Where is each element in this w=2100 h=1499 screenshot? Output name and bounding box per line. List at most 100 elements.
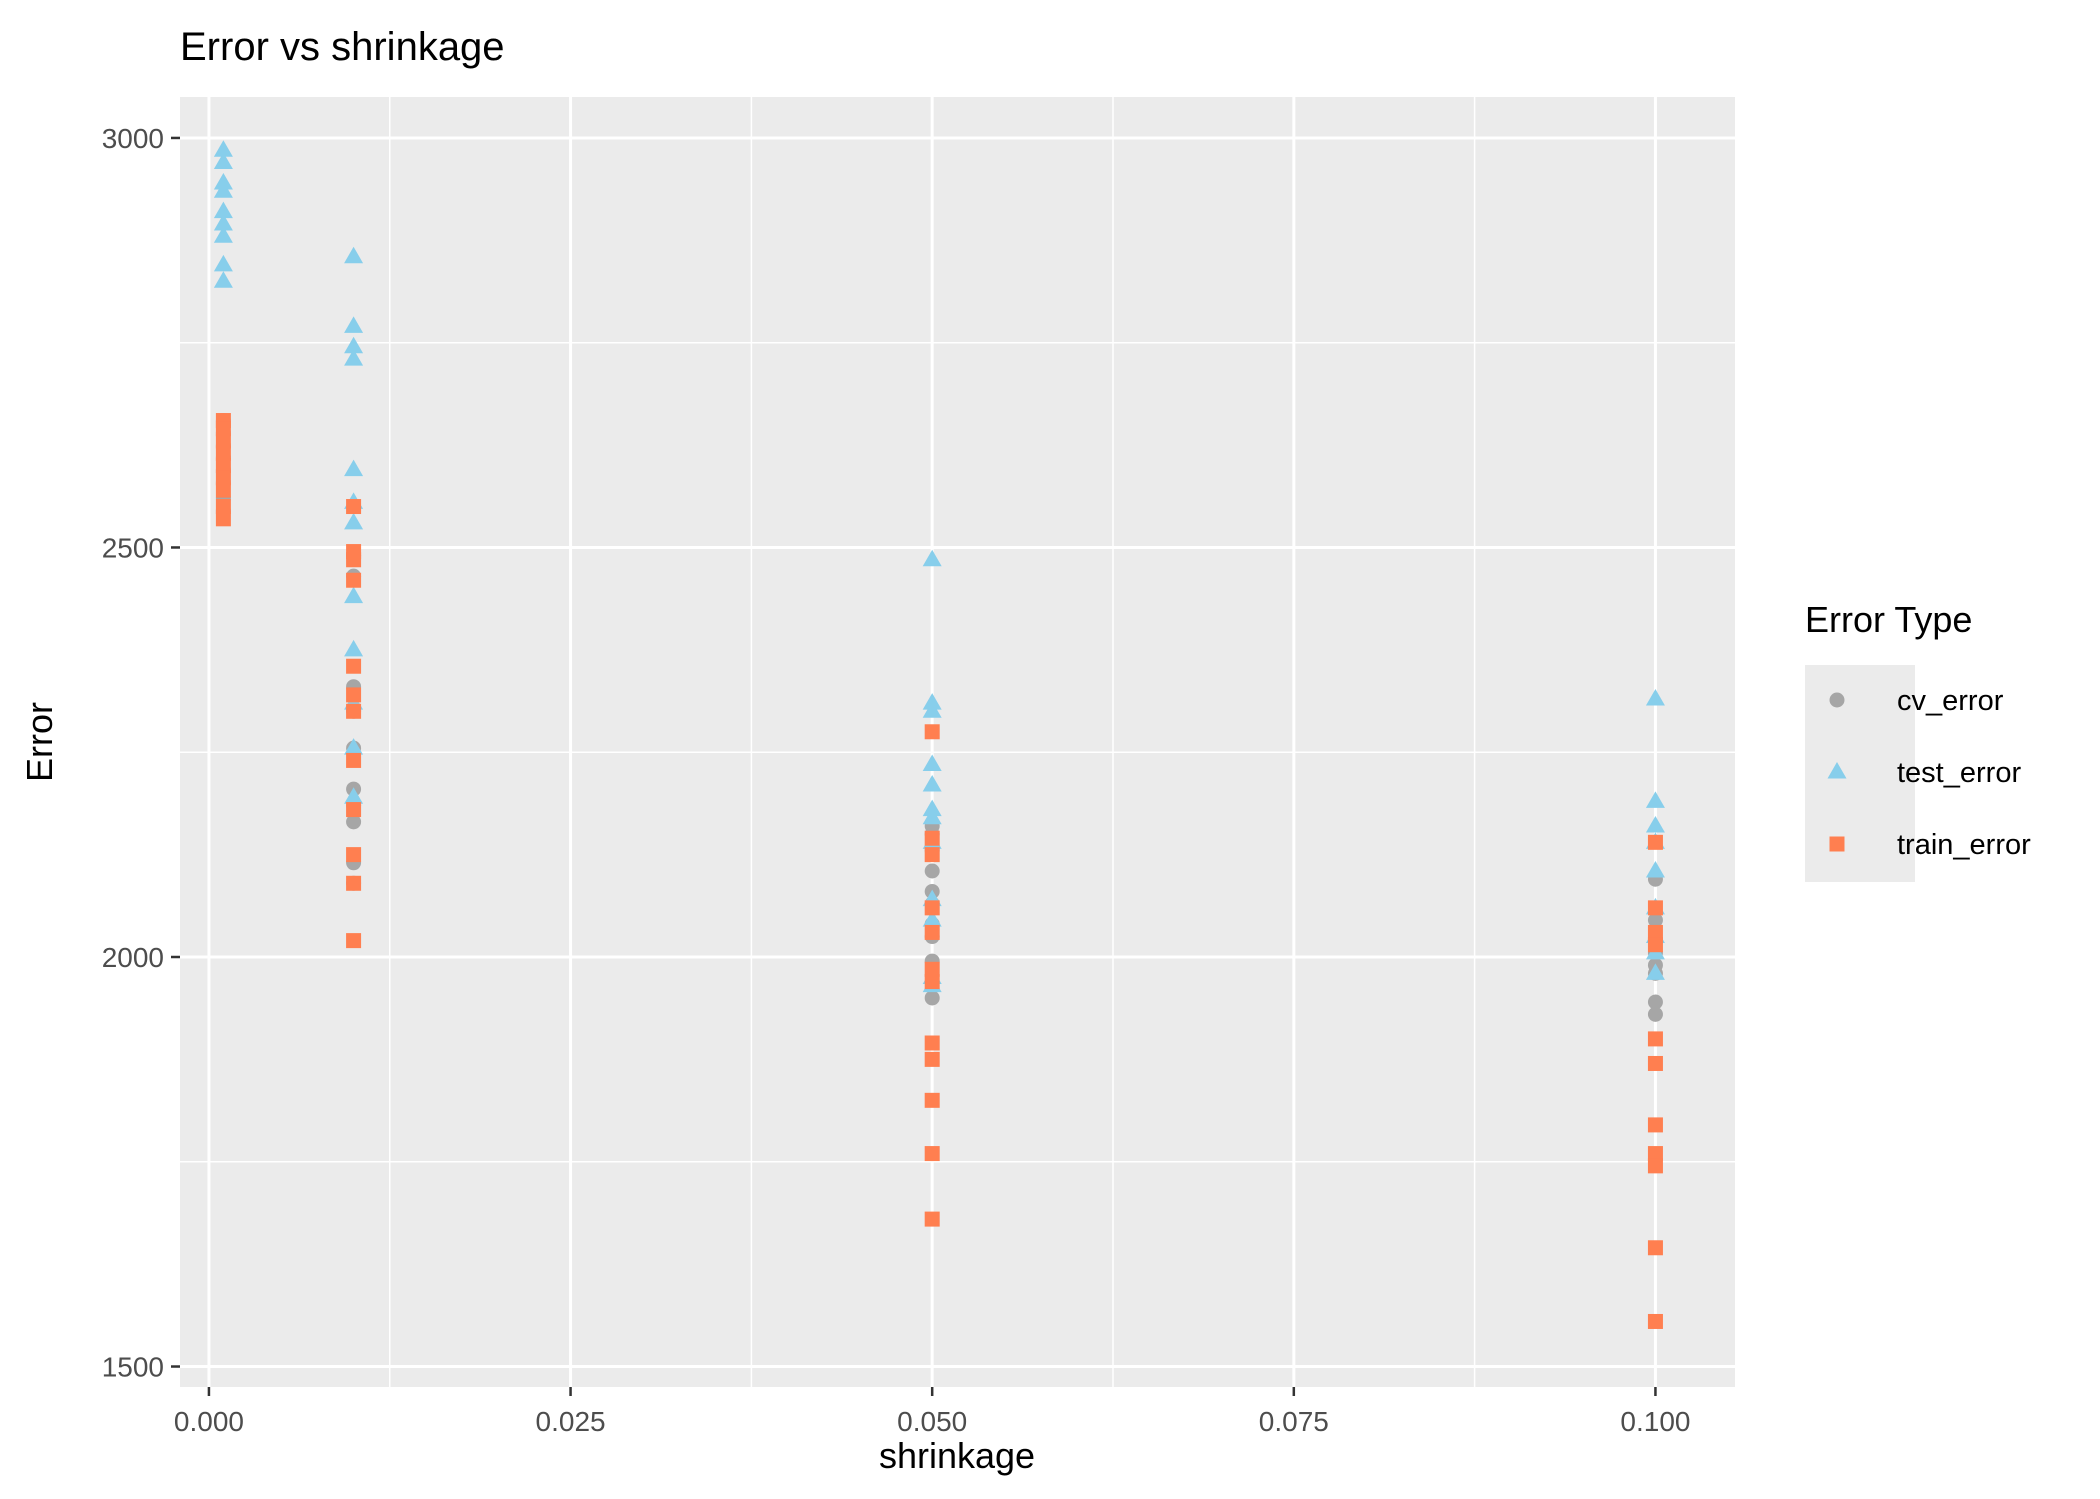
point-test_error (344, 316, 364, 333)
point-cv_error (1647, 912, 1663, 928)
point-train_error (346, 847, 362, 863)
y-axis-title: Error (19, 702, 60, 782)
point-train_error (924, 830, 940, 846)
point-train_error (215, 421, 231, 437)
x-axis-tick-labels: 0.000 0.025 0.050 0.075 0.100 (174, 1406, 1691, 1437)
point-train_error (1647, 1158, 1663, 1174)
point-train_error (924, 1035, 940, 1051)
legend-label-test_error: test_error (1897, 757, 2021, 789)
point-test_error (213, 140, 233, 157)
point-train_error (924, 1211, 940, 1227)
point-train_error (924, 724, 940, 740)
point-train_error (924, 900, 940, 916)
point-train_error (215, 445, 231, 461)
y-axis-tick-labels: 1500 2000 2500 3000 (102, 123, 164, 1383)
point-train_error (346, 802, 362, 818)
point-test_error (1645, 791, 1665, 808)
point-test_error (344, 738, 364, 755)
point-test_error (213, 254, 233, 272)
point-test_error (922, 807, 942, 825)
point-test_error (922, 549, 942, 567)
point-test_error (344, 336, 364, 354)
x-axis-title: shrinkage (879, 1435, 1035, 1476)
point-train_error (346, 752, 362, 768)
point-train_error (924, 1146, 940, 1162)
legend-title: Error Type (1805, 599, 1972, 640)
point-cv_error (1647, 1006, 1663, 1022)
minor-gridlines (180, 97, 1735, 1387)
point-test_error (213, 271, 233, 288)
point-train_error (215, 433, 231, 449)
point-train_error (346, 658, 362, 674)
point-train_error (1647, 1146, 1663, 1162)
legend-key-background (1805, 665, 1915, 882)
point-test_error (344, 787, 364, 804)
point-train_error (1647, 1117, 1663, 1133)
point-train_error (1647, 1031, 1663, 1047)
point-test_error (1645, 815, 1665, 833)
point-test_error (213, 213, 233, 231)
point-train_error (924, 1092, 940, 1108)
chart-title: Error vs shrinkage (180, 25, 505, 69)
point-train_error (1647, 1313, 1663, 1329)
point-test_error (344, 586, 364, 604)
point-test_error (922, 775, 942, 792)
point-train_error (215, 482, 231, 498)
legend-label-cv_error: cv_error (1897, 685, 2004, 717)
point-test_error (1645, 963, 1665, 980)
point-train_error (924, 961, 940, 977)
point-test_error (344, 512, 364, 530)
x-tick-label: 0.050 (897, 1406, 967, 1437)
point-train_error (215, 458, 231, 474)
y-tick-label: 1500 (102, 1352, 164, 1383)
x-tick-label: 0.025 (536, 1406, 606, 1437)
legend-key-cv_error (1829, 692, 1845, 708)
point-test_error (922, 701, 942, 718)
legend-key-test_error (1827, 762, 1847, 779)
y-tick-label: 2000 (102, 942, 164, 973)
point-test_error (213, 181, 233, 198)
legend-items: cv_error test_error train_error (1827, 685, 2031, 861)
x-tick-label: 0.075 (1259, 1406, 1329, 1437)
point-train_error (1647, 937, 1663, 953)
point-train_error (215, 499, 231, 515)
point-test_error (213, 201, 233, 219)
major-gridlines (180, 97, 1735, 1387)
point-test_error (213, 152, 233, 170)
data-points (213, 140, 1665, 1329)
point-train_error (924, 847, 940, 863)
point-test_error (344, 639, 364, 657)
point-train_error (1647, 1240, 1663, 1256)
point-train_error (215, 511, 231, 527)
series-train_error (215, 413, 1663, 1329)
point-train_error (346, 687, 362, 703)
point-train_error (1647, 900, 1663, 916)
point-test_error (1645, 861, 1665, 878)
point-test_error (344, 349, 364, 366)
point-train_error (1647, 834, 1663, 850)
point-train_error (924, 924, 940, 940)
point-train_error (924, 1051, 940, 1067)
legend-label-train_error: train_error (1897, 829, 2031, 861)
point-train_error (346, 875, 362, 891)
point-train_error (1647, 924, 1663, 940)
point-train_error (346, 499, 362, 515)
point-train_error (346, 552, 362, 568)
y-tick-label: 3000 (102, 123, 164, 154)
point-cv_error (924, 990, 940, 1006)
plot-panel (180, 97, 1735, 1387)
point-train_error (346, 572, 362, 588)
point-test_error (344, 246, 364, 264)
point-cv_error (1647, 994, 1663, 1010)
point-test_error (1645, 689, 1665, 706)
point-train_error (924, 974, 940, 990)
x-tick-label: 0.000 (174, 1406, 244, 1437)
legend-key-train_error (1829, 836, 1845, 852)
x-tick-label: 0.100 (1620, 1406, 1690, 1437)
legend: Error Type cv_error test_error train_error (1805, 599, 2031, 882)
point-train_error (346, 933, 362, 949)
axis-ticks (171, 136, 1657, 1396)
point-cv_error (346, 814, 362, 830)
